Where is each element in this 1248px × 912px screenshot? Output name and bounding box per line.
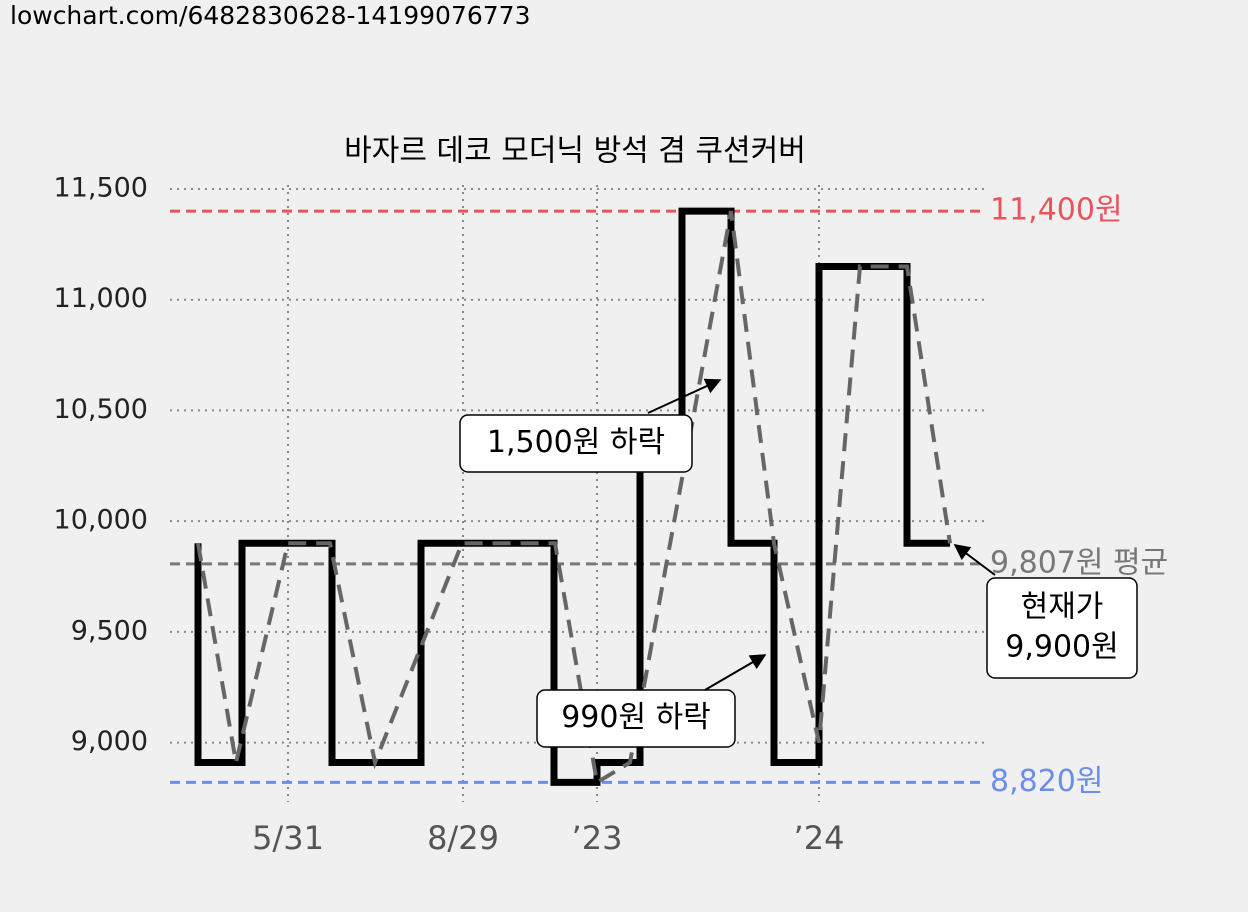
annotation-box [986,577,1138,679]
chart-title: 바자르 데코 모더닉 방석 겸 쿠션커버 [344,134,806,169]
annotation-text: 현재가 [1021,590,1104,625]
y-tick-label: 11,000 [54,283,148,314]
annotation-text: 1,500원 하락 [487,425,665,460]
annotation-text: 9,900원 [1005,630,1118,665]
series-line [196,210,952,786]
x-tick-label: 5/31 [252,819,324,857]
x-tick-label: ’23 [572,819,623,857]
y-tick-label: 11,500 [54,173,148,204]
y-tick-label: 10,500 [54,394,148,425]
reference-label: 11,400원 [990,193,1123,228]
x-tick-label: ’24 [794,819,845,857]
annotation-box [459,414,693,473]
reference-label: 9,807원 평균 [990,545,1168,580]
annotation-box [536,689,736,748]
reference-label: 8,820원 [990,764,1103,799]
annotation-arrow [647,378,722,414]
y-tick-label: 9,500 [71,615,148,646]
y-tick-label: 10,000 [54,505,148,536]
annotation-arrow [953,544,996,576]
header-url: lowchart.com/6482830628-14199076773 [10,1,530,30]
y-tick-label: 9,000 [71,726,148,757]
annotation-arrow [704,654,767,691]
annotation-text: 990원 하락 [561,700,711,735]
x-tick-label: 8/29 [427,819,499,857]
